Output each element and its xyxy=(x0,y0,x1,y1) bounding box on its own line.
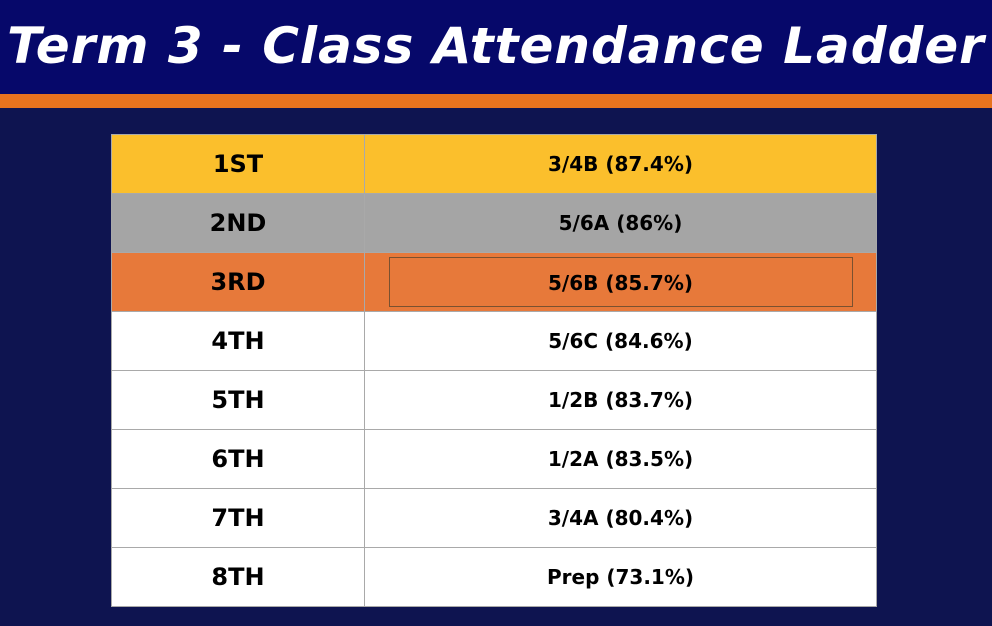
attendance-ladder-table: 1ST 3/4B (87.4%) 2ND 5/6A (86%) 3RD 5/6B… xyxy=(111,134,877,607)
class-result-cell: 5/6C (84.6%) xyxy=(364,311,877,371)
class-result-cell[interactable]: 5/6B (85.7%) xyxy=(364,252,877,312)
rank-cell: 3RD xyxy=(111,252,365,312)
rank-cell: 7TH xyxy=(111,488,365,548)
class-result-cell: 1/2B (83.7%) xyxy=(364,370,877,430)
class-result-cell: 3/4B (87.4%) xyxy=(364,134,877,194)
table-row: 4TH 5/6C (84.6%) xyxy=(111,311,877,371)
table-row: 2ND 5/6A (86%) xyxy=(111,193,877,253)
table-row: 3RD 5/6B (85.7%) xyxy=(111,252,877,312)
table-row: 1ST 3/4B (87.4%) xyxy=(111,134,877,194)
rank-cell: 1ST xyxy=(111,134,365,194)
title-banner xyxy=(0,0,992,94)
class-result-cell: 1/2A (83.5%) xyxy=(364,429,877,489)
rank-cell: 5TH xyxy=(111,370,365,430)
class-result-cell: Prep (73.1%) xyxy=(364,547,877,607)
rank-cell: 6TH xyxy=(111,429,365,489)
page-title: Term 3 - Class Attendance Ladder xyxy=(7,17,985,75)
table-row: 7TH 3/4A (80.4%) xyxy=(111,488,877,548)
rank-cell: 4TH xyxy=(111,311,365,371)
class-result-cell: 3/4A (80.4%) xyxy=(364,488,877,548)
selected-cell-box[interactable]: 5/6B (85.7%) xyxy=(388,257,853,307)
table-row: 8TH Prep (73.1%) xyxy=(111,547,877,607)
table-row: 6TH 1/2A (83.5%) xyxy=(111,429,877,489)
rank-cell: 2ND xyxy=(111,193,365,253)
rank-cell: 8TH xyxy=(111,547,365,607)
table-row: 5TH 1/2B (83.7%) xyxy=(111,370,877,430)
class-result-cell: 5/6A (86%) xyxy=(364,193,877,253)
accent-bar xyxy=(0,94,992,108)
